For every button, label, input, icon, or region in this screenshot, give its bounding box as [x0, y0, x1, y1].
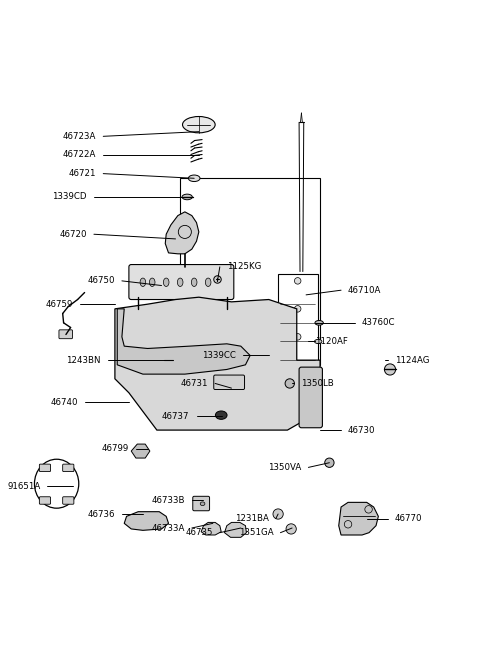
- Text: 1124AG: 1124AG: [395, 356, 429, 365]
- FancyBboxPatch shape: [129, 265, 234, 299]
- Circle shape: [384, 364, 396, 375]
- Circle shape: [294, 333, 301, 340]
- Circle shape: [325, 458, 334, 468]
- Text: 46721: 46721: [69, 169, 96, 178]
- Ellipse shape: [224, 309, 229, 312]
- Text: 46722A: 46722A: [63, 151, 96, 159]
- Text: 46740: 46740: [50, 398, 78, 407]
- FancyBboxPatch shape: [39, 496, 50, 504]
- Text: 46737: 46737: [162, 411, 190, 421]
- FancyBboxPatch shape: [59, 330, 72, 339]
- Polygon shape: [225, 523, 246, 537]
- Text: 1350LB: 1350LB: [301, 379, 334, 388]
- Ellipse shape: [315, 320, 324, 325]
- Ellipse shape: [140, 278, 145, 286]
- Text: 46730: 46730: [348, 426, 375, 434]
- FancyBboxPatch shape: [63, 464, 74, 472]
- Ellipse shape: [314, 339, 322, 344]
- Text: 46720: 46720: [60, 230, 87, 238]
- Text: 46799: 46799: [102, 444, 129, 453]
- Ellipse shape: [192, 278, 197, 286]
- Text: 46710A: 46710A: [348, 286, 382, 295]
- Circle shape: [286, 524, 296, 534]
- Text: 1243BN: 1243BN: [66, 356, 101, 365]
- Text: 46735: 46735: [185, 528, 213, 537]
- Polygon shape: [115, 297, 320, 430]
- Circle shape: [164, 356, 173, 364]
- FancyBboxPatch shape: [299, 367, 323, 428]
- Text: 43760C: 43760C: [362, 318, 396, 328]
- FancyBboxPatch shape: [193, 496, 210, 511]
- Circle shape: [294, 306, 301, 312]
- Circle shape: [294, 362, 301, 368]
- Polygon shape: [117, 309, 250, 374]
- Ellipse shape: [205, 278, 211, 286]
- Text: 46770: 46770: [395, 514, 422, 523]
- Text: 1125KG: 1125KG: [227, 263, 261, 271]
- Ellipse shape: [135, 309, 141, 312]
- Polygon shape: [201, 523, 221, 535]
- Text: 46733B: 46733B: [151, 496, 185, 504]
- Text: 1339CC: 1339CC: [202, 351, 236, 360]
- Circle shape: [267, 351, 276, 360]
- Text: 46759: 46759: [46, 300, 73, 309]
- Text: 46723A: 46723A: [63, 132, 96, 141]
- Ellipse shape: [200, 502, 205, 506]
- Text: 46733A: 46733A: [152, 523, 185, 533]
- Ellipse shape: [163, 278, 169, 286]
- Ellipse shape: [149, 278, 155, 286]
- Polygon shape: [339, 502, 378, 535]
- Text: 1339CD: 1339CD: [52, 193, 87, 202]
- Circle shape: [294, 278, 301, 284]
- Text: 1120AF: 1120AF: [315, 337, 348, 346]
- FancyBboxPatch shape: [39, 464, 50, 472]
- Ellipse shape: [188, 175, 200, 181]
- Text: 91651A: 91651A: [7, 481, 40, 491]
- Text: 1231BA: 1231BA: [235, 514, 269, 523]
- Ellipse shape: [182, 117, 215, 133]
- Text: 1351GA: 1351GA: [239, 528, 274, 537]
- Ellipse shape: [182, 194, 192, 200]
- FancyBboxPatch shape: [214, 375, 244, 390]
- Text: 46736: 46736: [87, 510, 115, 519]
- Polygon shape: [124, 512, 168, 531]
- Circle shape: [273, 509, 283, 519]
- Circle shape: [214, 276, 221, 283]
- Ellipse shape: [178, 278, 183, 286]
- Text: 46731: 46731: [180, 379, 208, 388]
- Polygon shape: [131, 444, 150, 458]
- Text: 1350VA: 1350VA: [268, 463, 301, 472]
- Circle shape: [285, 379, 294, 388]
- Text: 46750: 46750: [87, 276, 115, 286]
- Ellipse shape: [216, 411, 227, 419]
- FancyBboxPatch shape: [63, 496, 74, 504]
- Polygon shape: [165, 212, 199, 254]
